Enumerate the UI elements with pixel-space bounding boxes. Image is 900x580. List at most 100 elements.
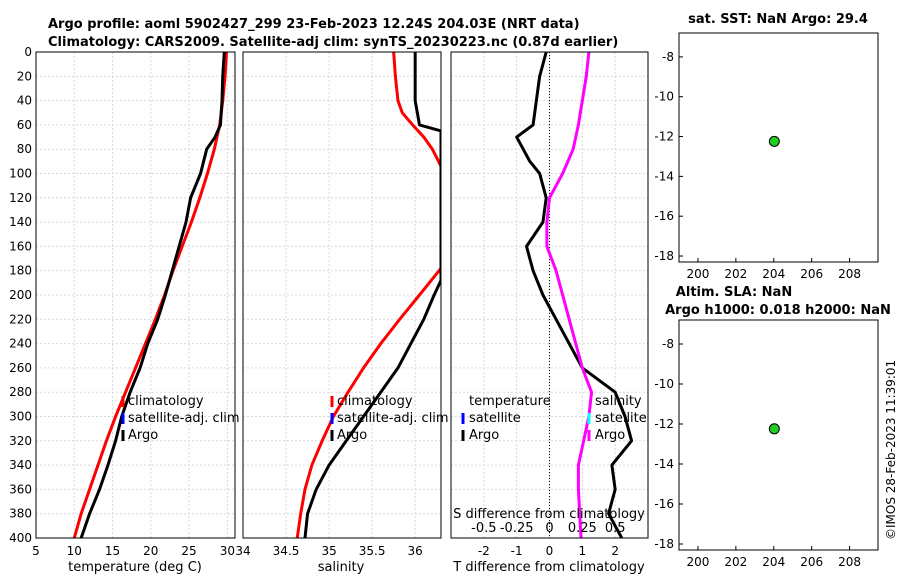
temp-xtick-4: 25 (181, 544, 196, 558)
diff-legend-t-argo: Argo (469, 428, 499, 443)
depth-ytick-10: 200 (9, 288, 32, 302)
sla-map-panel: 200 202 204 206 208 -8 -10 -12 -14 -16 -18 (654, 319, 879, 569)
sla-map-ytick-4: -16 (654, 497, 674, 511)
diff-xtick2-1: -0.25 (500, 521, 534, 536)
depth-ytick-15: 300 (9, 410, 32, 424)
diff-legend-s-satellite: satellite (595, 411, 647, 426)
depth-ytick-19: 380 (9, 507, 32, 521)
sst-map-xtick-2: 204 (762, 267, 785, 281)
sst-map-ytick-2: -12 (654, 130, 674, 144)
temperature-xlabel: temperature (deg C) (68, 560, 202, 575)
temp-legend-satellite: satellite-adj. clim (128, 411, 240, 426)
temp-xtick-5: 30 (220, 544, 235, 558)
sla-map-argo-point-0 (768, 423, 780, 435)
sal-lines (295, 52, 441, 538)
diff-xtick2-3: 0.25 (568, 521, 597, 536)
depth-ytick-2: 40 (17, 94, 32, 108)
depth-ytick-6: 120 (9, 191, 32, 205)
salinity-xlabel: salinity (318, 560, 365, 575)
depth-ytick-20: 400 (9, 531, 32, 545)
sst-map-argo-point-0 (768, 135, 780, 147)
sla-map-xtick-1: 202 (724, 555, 747, 569)
temp-legend-climatology: climatology (128, 394, 204, 409)
depth-ytick-11: 220 (9, 312, 32, 326)
temp-xtick-0: 5 (32, 544, 40, 558)
sla-map-xtick-0: 200 (686, 555, 709, 569)
sal-legend-climatology: climatology (337, 394, 413, 409)
sst-map-ytick-3: -14 (654, 169, 674, 183)
diff-xtick-2: 0 (546, 544, 554, 558)
sla-map-ytick-1: -10 (654, 377, 674, 391)
temp-axes-frame (35, 51, 236, 539)
sal-legend-satellite: satellite-adj. clim (337, 411, 449, 426)
depth-ytick-14: 280 (9, 385, 32, 399)
diff-legend-temperature: temperature (469, 394, 551, 409)
sal-xtick-3: 35.5 (359, 544, 386, 558)
sal-xtick-4: 36 (408, 544, 423, 558)
sst-map-ytick-5: -18 (654, 249, 674, 263)
depth-ytick-17: 340 (9, 458, 32, 472)
depth-ytick-8: 160 (9, 239, 32, 253)
sla-map-ytick-2: -12 (654, 417, 674, 431)
title-line-1: Argo profile: aoml 5902427_299 23-Feb-20… (48, 17, 580, 32)
diff-axes-frame (450, 51, 649, 539)
temp-xtick-1: 10 (67, 544, 82, 558)
diff-xtick-3: 1 (579, 544, 587, 558)
sst-map-ytick-1: -10 (654, 90, 674, 104)
temp-lines (72, 52, 229, 538)
sla-map-ytick-5: -18 (654, 537, 674, 551)
temp-legend-argo: Argo (128, 428, 158, 443)
sal-legend-argo: Argo (337, 428, 367, 443)
depth-ytick-12: 240 (9, 337, 32, 351)
diff-xtick2-4: 0.5 (605, 521, 626, 536)
sla-map-subtitle: Argo h1000: 0.018 h2000: NaN (665, 303, 891, 318)
sst-map-ytick-4: -16 (654, 209, 674, 223)
sst-map-xtick-3: 206 (800, 267, 823, 281)
sla-map-xtick-2: 204 (762, 555, 785, 569)
depth-ytick-5: 100 (9, 167, 32, 181)
sst-map-xtick-4: 208 (838, 267, 861, 281)
sst-map-xtick-1: 202 (724, 267, 747, 281)
t-difference-xlabel: T difference from climatology (452, 560, 645, 575)
diff-xtick-1: -1 (511, 544, 523, 558)
depth-ytick-4: 80 (17, 142, 32, 156)
sst-map-xtick-0: 200 (686, 267, 709, 281)
sal-argo-line (303, 52, 441, 538)
depth-ytick-1: 20 (17, 69, 32, 83)
sal-xtick-0: 34 (235, 544, 250, 558)
sla-map-xtick-4: 208 (838, 555, 861, 569)
sal-xtick-1: 34.5 (273, 544, 300, 558)
diff-xtick2-2: 0 (545, 521, 553, 536)
depth-ytick-13: 260 (9, 361, 32, 375)
sst-map-axes-frame (678, 32, 879, 263)
diff-xtick-0: -2 (478, 544, 490, 558)
sla-map-title: Altim. SLA: NaN (676, 285, 792, 300)
diff-salinity-line (545, 52, 594, 538)
sst-map-panel: 200 202 204 206 208 -8 -10 -12 -14 -16 -18 (654, 32, 879, 281)
sla-map-ytick-3: -14 (654, 457, 674, 471)
sla-map-xtick-3: 206 (800, 555, 823, 569)
timestamp-label: ©IMOS 28-Feb-2023 11:39:01 (884, 360, 898, 540)
temp-xtick-2: 15 (105, 544, 120, 558)
depth-ytick-9: 180 (9, 264, 32, 278)
sal-axes-frame (242, 51, 442, 539)
diff-xtick-4: 2 (611, 544, 619, 558)
salinity-panel: 34 34.5 35 35.5 36 (235, 51, 442, 558)
temperature-panel: 5 10 15 20 25 3002040608010012014016018020022… (9, 45, 236, 558)
diff-legend-t-satellite: satellite (469, 411, 521, 426)
s-difference-xlabel: S difference from climatology (453, 507, 645, 522)
sst-map-ytick-0: -8 (662, 50, 674, 64)
sla-map-ytick-0: -8 (662, 337, 674, 351)
diff-lines (515, 52, 634, 538)
diff-legend-salinity: salinity (595, 394, 642, 409)
depth-ytick-16: 320 (9, 434, 32, 448)
sst-map-title: sat. SST: NaN Argo: 29.4 (688, 12, 868, 27)
depth-ytick-18: 360 (9, 482, 32, 496)
depth-ytick-0: 0 (24, 45, 32, 59)
sal-xtick-2: 35 (321, 544, 336, 558)
diff-xtick2-0: -0.5 (471, 521, 496, 536)
diff-legend-s-argo: Argo (595, 428, 625, 443)
depth-ytick-3: 60 (17, 118, 32, 132)
difference-panel: -2 -1 0 1 2 -0.5 -0.25 0 0.25 0.5 (450, 51, 649, 558)
